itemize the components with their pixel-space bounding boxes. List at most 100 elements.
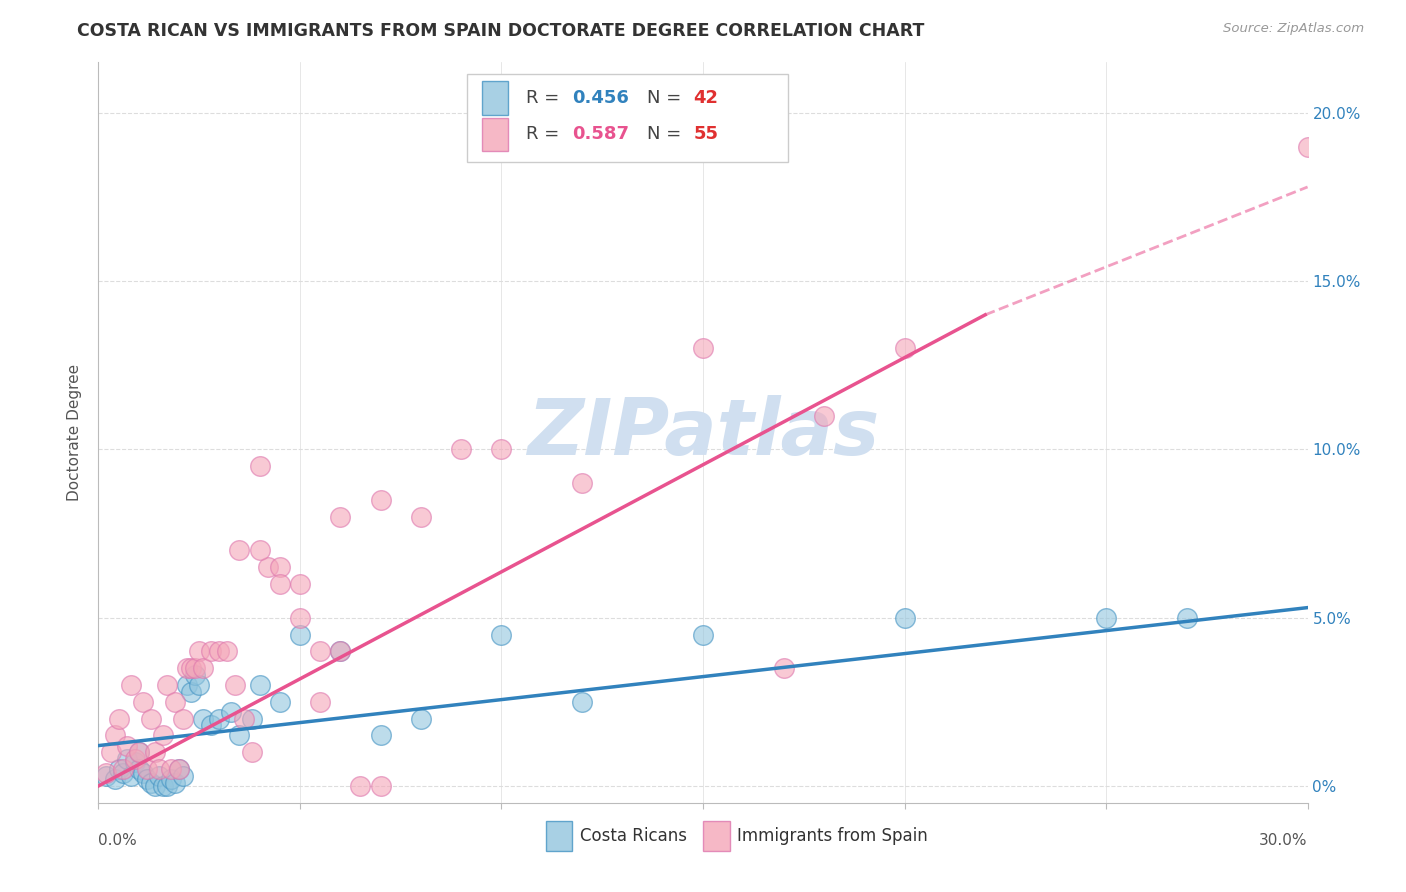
Point	[256, 560, 278, 574]
Point	[135, 772, 157, 787]
Point	[103, 772, 125, 787]
Point	[370, 779, 392, 793]
Point	[228, 543, 250, 558]
Text: R =: R =	[526, 125, 565, 144]
Point	[329, 509, 352, 524]
Point	[813, 409, 835, 423]
Text: Costa Ricans: Costa Ricans	[579, 827, 686, 845]
Point	[1175, 610, 1198, 624]
Text: 0.587: 0.587	[572, 125, 630, 144]
Text: 30.0%: 30.0%	[1260, 833, 1308, 848]
Point	[217, 644, 239, 658]
Point	[167, 762, 190, 776]
FancyBboxPatch shape	[703, 822, 730, 851]
Point	[160, 762, 183, 776]
Point	[208, 712, 231, 726]
Text: ZIPatlas: ZIPatlas	[527, 394, 879, 471]
Point	[176, 678, 198, 692]
Point	[120, 769, 142, 783]
Point	[124, 752, 146, 766]
Point	[188, 678, 211, 692]
Point	[135, 762, 157, 776]
Point	[232, 712, 254, 726]
Point	[269, 695, 291, 709]
Point	[249, 678, 271, 692]
Point	[571, 476, 593, 491]
Point	[111, 762, 134, 776]
Point	[491, 442, 513, 457]
Point	[249, 543, 271, 558]
FancyBboxPatch shape	[546, 822, 572, 851]
Point	[107, 712, 129, 726]
Text: 0.0%: 0.0%	[98, 833, 138, 848]
Point	[172, 712, 194, 726]
Point	[163, 695, 186, 709]
Point	[176, 661, 198, 675]
Point	[692, 342, 714, 356]
Point	[184, 661, 207, 675]
Point	[1296, 139, 1319, 153]
Point	[269, 560, 291, 574]
Text: 42: 42	[693, 89, 718, 107]
Point	[200, 718, 222, 732]
Point	[128, 762, 150, 776]
Point	[491, 627, 513, 641]
Point	[288, 627, 311, 641]
Text: COSTA RICAN VS IMMIGRANTS FROM SPAIN DOCTORATE DEGREE CORRELATION CHART: COSTA RICAN VS IMMIGRANTS FROM SPAIN DOC…	[77, 22, 925, 40]
Point	[329, 644, 352, 658]
Point	[224, 678, 246, 692]
Point	[288, 577, 311, 591]
Point	[160, 772, 183, 787]
Text: N =: N =	[647, 125, 688, 144]
Point	[111, 765, 134, 780]
Point	[172, 769, 194, 783]
Point	[240, 745, 263, 759]
Point	[269, 577, 291, 591]
Point	[148, 762, 170, 776]
Point	[450, 442, 472, 457]
Text: Source: ZipAtlas.com: Source: ZipAtlas.com	[1223, 22, 1364, 36]
Text: 0.456: 0.456	[572, 89, 630, 107]
Point	[193, 661, 215, 675]
Point	[221, 705, 243, 719]
Point	[309, 644, 332, 658]
Point	[115, 752, 138, 766]
Point	[184, 668, 207, 682]
Y-axis label: Doctorate Degree: Doctorate Degree	[67, 364, 83, 501]
Text: 55: 55	[693, 125, 718, 144]
Point	[571, 695, 593, 709]
Point	[139, 775, 162, 789]
Point	[143, 779, 166, 793]
Point	[180, 661, 202, 675]
Point	[107, 762, 129, 776]
Point	[240, 712, 263, 726]
Point	[163, 775, 186, 789]
Point	[156, 678, 179, 692]
Point	[115, 739, 138, 753]
Point	[132, 765, 155, 780]
Point	[188, 644, 211, 658]
Point	[152, 779, 174, 793]
Point	[692, 627, 714, 641]
Point	[180, 685, 202, 699]
FancyBboxPatch shape	[467, 73, 787, 162]
Point	[893, 610, 915, 624]
Point	[288, 610, 311, 624]
Point	[96, 769, 118, 783]
Text: N =: N =	[647, 89, 688, 107]
Point	[103, 729, 125, 743]
Point	[370, 729, 392, 743]
Point	[139, 712, 162, 726]
Point	[148, 769, 170, 783]
Point	[409, 712, 432, 726]
Point	[349, 779, 371, 793]
Point	[893, 342, 915, 356]
Point	[309, 695, 332, 709]
Point	[156, 779, 179, 793]
Point	[128, 745, 150, 759]
Point	[200, 644, 222, 658]
Point	[124, 756, 146, 770]
Point	[228, 729, 250, 743]
Point	[772, 661, 794, 675]
Text: R =: R =	[526, 89, 565, 107]
